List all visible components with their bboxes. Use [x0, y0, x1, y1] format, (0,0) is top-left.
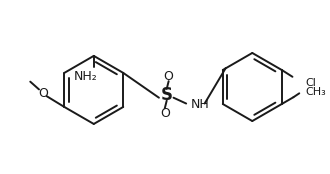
Text: S: S [161, 86, 173, 104]
Text: O: O [164, 70, 174, 83]
Text: O: O [160, 107, 170, 120]
Text: NH: NH [191, 98, 210, 111]
Text: O: O [38, 87, 48, 100]
Text: CH₃: CH₃ [305, 87, 326, 97]
Text: NH₂: NH₂ [74, 70, 98, 83]
Text: Cl: Cl [305, 78, 316, 88]
